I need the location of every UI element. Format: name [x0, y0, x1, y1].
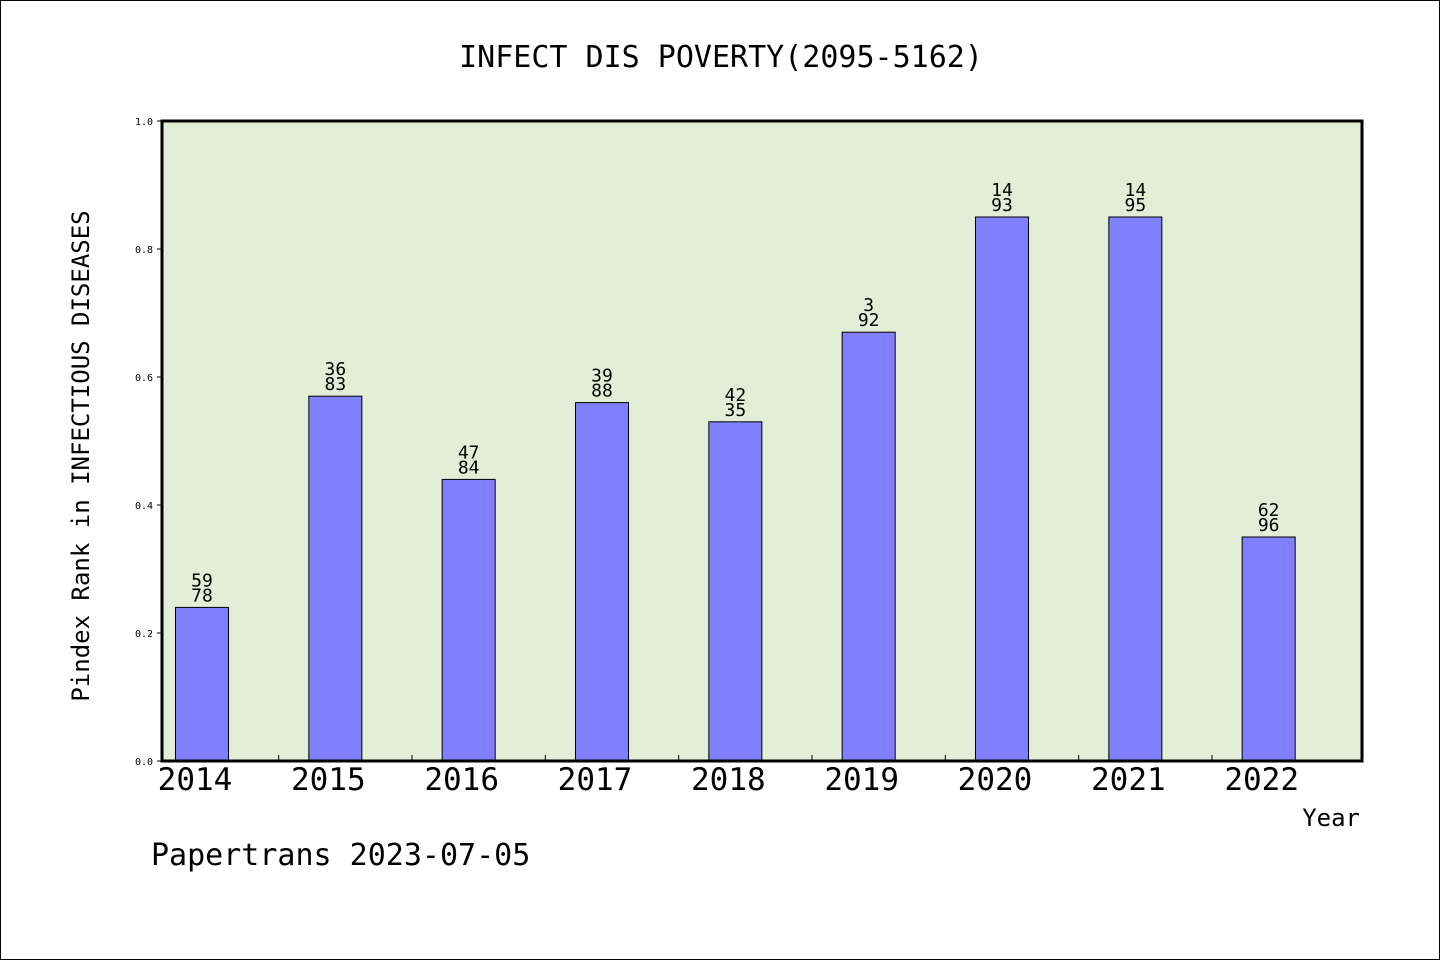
- y-tick-label: 0.2: [135, 629, 153, 640]
- data-label-bottom-2015: 83: [324, 374, 346, 395]
- bar-2018: [708, 421, 763, 762]
- x-tick-label-2015: 2015: [291, 762, 366, 798]
- x-axis-label: Year: [1302, 804, 1360, 832]
- data-label-top-2018: 42: [724, 385, 746, 406]
- x-tick-label-2017: 2017: [558, 762, 633, 798]
- data-label-bottom-2022: 96: [1258, 515, 1280, 536]
- y-tick-label: 0.4: [135, 501, 153, 512]
- data-label-bottom-2020: 93: [991, 195, 1013, 216]
- bar-2019: [841, 331, 896, 762]
- data-label-bottom-2017: 88: [591, 381, 613, 402]
- data-label-bottom-2016: 84: [458, 457, 480, 478]
- data-label-bottom-2018: 35: [724, 400, 746, 421]
- y-tick-label: 0.0: [135, 757, 153, 768]
- chart-title: INFECT DIS POVERTY(2095-5162): [459, 40, 983, 75]
- bar-2020: [975, 216, 1029, 762]
- data-label-top-2021: 14: [1124, 180, 1146, 201]
- bars-group: [175, 216, 1296, 762]
- bar-2022: [1241, 536, 1296, 762]
- data-label-bottom-2014: 78: [191, 585, 213, 606]
- bar-2017: [575, 402, 629, 762]
- y-tick-label: 0.8: [135, 245, 153, 256]
- data-label-top-2019: 3: [863, 295, 874, 316]
- data-label-top-2015: 36: [324, 359, 346, 380]
- y-tick-label: 0.6: [135, 373, 153, 384]
- x-tick-label-2016: 2016: [424, 762, 499, 798]
- x-tick-label-2020: 2020: [958, 762, 1033, 798]
- data-label-bottom-2019: 92: [858, 310, 880, 331]
- x-tick-label-2014: 2014: [158, 762, 233, 798]
- y-axis-label: Pindex Rank in INFECTIOUS DISEASES: [67, 210, 95, 701]
- x-tick-label-2018: 2018: [691, 762, 766, 798]
- plot-border: [160, 119, 1364, 763]
- data-label-top-2016: 47: [458, 442, 480, 463]
- footer-credit: Papertrans 2023-07-05: [151, 838, 530, 873]
- bar-2014: [175, 606, 229, 762]
- data-label-top-2022: 62: [1258, 500, 1280, 521]
- data-label-top-2017: 39: [591, 366, 613, 387]
- data-label-top-2014: 59: [191, 570, 213, 591]
- y-axis-ticks: 0.0 0.2 0.4 0.6 0.8 1.0: [135, 117, 162, 768]
- bar-2021: [1108, 216, 1163, 762]
- bar-2015: [308, 395, 363, 762]
- bar-2016: [441, 478, 496, 762]
- x-tick-label-2019: 2019: [824, 762, 899, 798]
- data-label-top-2020: 14: [991, 180, 1013, 201]
- x-tick-label-2022: 2022: [1224, 762, 1299, 798]
- y-tick-label: 1.0: [135, 117, 153, 128]
- x-tick-label-2021: 2021: [1091, 762, 1166, 798]
- data-label-bottom-2021: 95: [1124, 195, 1146, 216]
- x-axis-ticks: 2014 2015 2016 2017 2018 2019 2020 2021 2022: [158, 755, 1299, 798]
